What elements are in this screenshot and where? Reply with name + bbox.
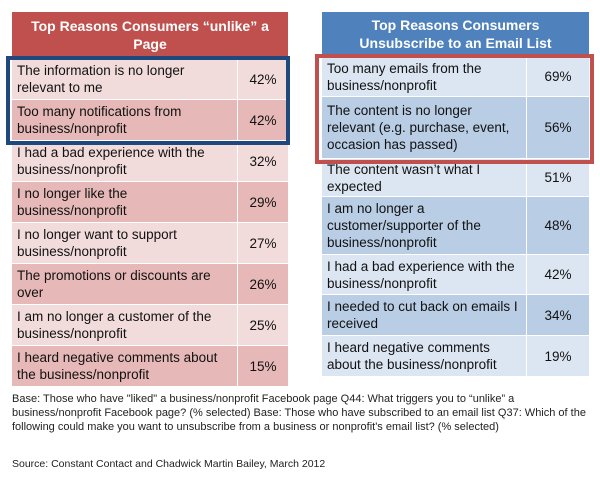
unlike-row: I no longer like the business/nonprofit 2…	[12, 181, 288, 222]
unsubscribe-percent-value: 56%	[544, 120, 572, 135]
unlike-reason-label: The promotions or discounts are over	[12, 264, 238, 304]
unlike-percent-value: 29%	[249, 194, 277, 210]
source-note: Source: Constant Contact and Chadwick Ma…	[12, 458, 326, 470]
unsubscribe-percent-value: 51%	[544, 170, 572, 185]
unlike-row: The information is no longer relevant to…	[12, 58, 288, 99]
unsubscribe-percent-value: 69%	[544, 69, 572, 84]
unlike-percent-value: 25%	[249, 317, 277, 333]
unsubscribe-reason-label: The content wasn’t what I expected	[322, 159, 527, 196]
unsubscribe-row: I am no longer a customer/supporter of t…	[322, 196, 589, 254]
unsubscribe-percent-value: 48%	[544, 218, 572, 233]
unsubscribe-percent-value: 19%	[544, 348, 572, 364]
unsubscribe-reason-label: I needed to cut back on emails I receive…	[322, 295, 527, 335]
unlike-percent-value: 42%	[249, 112, 277, 128]
unlike-reason-label: Too many notifications from business/non…	[12, 100, 238, 140]
unlike-row: Too many notifications from business/non…	[12, 99, 288, 140]
unlike-reason-label: I heard negative comments about the busi…	[12, 346, 238, 386]
unlike-reason-label: I had a bad experience with the business…	[12, 141, 238, 181]
unlike-table-rows: The information is no longer relevant to…	[12, 58, 288, 386]
unsubscribe-row: Too many emails from the business/nonpro…	[322, 56, 589, 96]
footnote: Base: Those who have "liked" a business/…	[12, 393, 586, 433]
unlike-row: I no longer want to support business/non…	[12, 222, 288, 263]
unsubscribe-reason-label: I heard negative comments about the busi…	[322, 336, 527, 376]
unsubscribe-table-title: Top Reasons Consumers Unsubscribe to an …	[322, 12, 589, 56]
unsubscribe-reason-label: I had a bad experience with the business…	[322, 255, 527, 294]
unlike-percent-value: 42%	[249, 71, 277, 87]
unlike-percent-value: 27%	[249, 235, 277, 251]
unsubscribe-row: I needed to cut back on emails I receive…	[322, 294, 589, 335]
unsubscribe-row: The content wasn’t what I expected 51%	[322, 158, 589, 196]
unsubscribe-percent-value: 42%	[544, 267, 572, 282]
unlike-percent-value: 26%	[249, 276, 277, 292]
unsubscribe-table-rows: Too many emails from the business/nonpro…	[322, 56, 589, 386]
unlike-table-title: Top Reasons Consumers “unlike” a Page	[12, 12, 288, 58]
unlike-reason-label: I no longer want to support business/non…	[12, 223, 238, 263]
unlike-reasons-table: Top Reasons Consumers “unlike” a Page Th…	[12, 12, 288, 386]
unsubscribe-row: I heard negative comments about the busi…	[322, 335, 589, 376]
unsubscribe-row: I had a bad experience with the business…	[322, 254, 589, 294]
unlike-percent-value: 15%	[249, 358, 277, 374]
unlike-percent-value: 32%	[249, 153, 277, 169]
unlike-row: I had a bad experience with the business…	[12, 140, 288, 181]
unlike-row: I heard negative comments about the busi…	[12, 345, 288, 386]
unlike-reason-label: I no longer like the business/nonprofit	[12, 182, 238, 222]
unlike-reason-label: I am no longer a customer of the busines…	[12, 305, 238, 345]
unlike-row: I am no longer a customer of the busines…	[12, 304, 288, 345]
unsubscribe-reasons-table: Top Reasons Consumers Unsubscribe to an …	[322, 12, 589, 386]
unsubscribe-percent-value: 34%	[544, 307, 572, 323]
unsubscribe-reason-label: Too many emails from the business/nonpro…	[322, 57, 527, 96]
unlike-reason-label: The information is no longer relevant to…	[12, 59, 238, 99]
unlike-row: The promotions or discounts are over 26%	[12, 263, 288, 304]
unsubscribe-row: The content is no longer relevant (e.g. …	[322, 96, 589, 158]
unsubscribe-reason-label: The content is no longer relevant (e.g. …	[322, 97, 527, 158]
unsubscribe-reason-label: I am no longer a customer/supporter of t…	[322, 197, 527, 254]
